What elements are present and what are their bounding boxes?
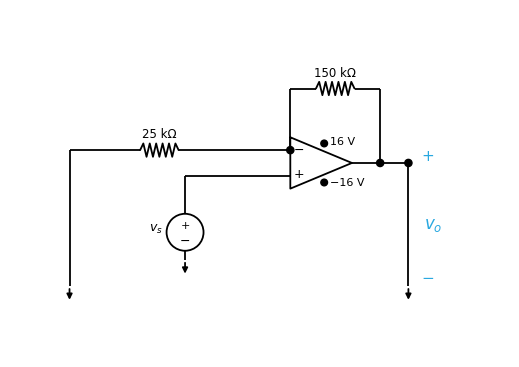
Text: $+$: $+$ <box>293 168 305 181</box>
Text: +: + <box>421 149 434 164</box>
Text: −: − <box>421 271 434 286</box>
Circle shape <box>377 159 384 167</box>
Circle shape <box>321 179 327 186</box>
Text: 16 V: 16 V <box>331 137 356 148</box>
Text: 150 kΩ: 150 kΩ <box>314 67 356 80</box>
Text: $v_s$: $v_s$ <box>148 223 162 236</box>
Text: $+$: $+$ <box>180 220 190 231</box>
Text: 25 kΩ: 25 kΩ <box>142 128 176 141</box>
Circle shape <box>405 159 412 167</box>
Text: −16 V: −16 V <box>331 178 365 189</box>
Text: $-$: $-$ <box>180 233 190 247</box>
Text: $-$: $-$ <box>293 143 305 156</box>
Circle shape <box>321 140 327 147</box>
Circle shape <box>286 146 294 154</box>
Text: $v_o$: $v_o$ <box>424 215 442 233</box>
